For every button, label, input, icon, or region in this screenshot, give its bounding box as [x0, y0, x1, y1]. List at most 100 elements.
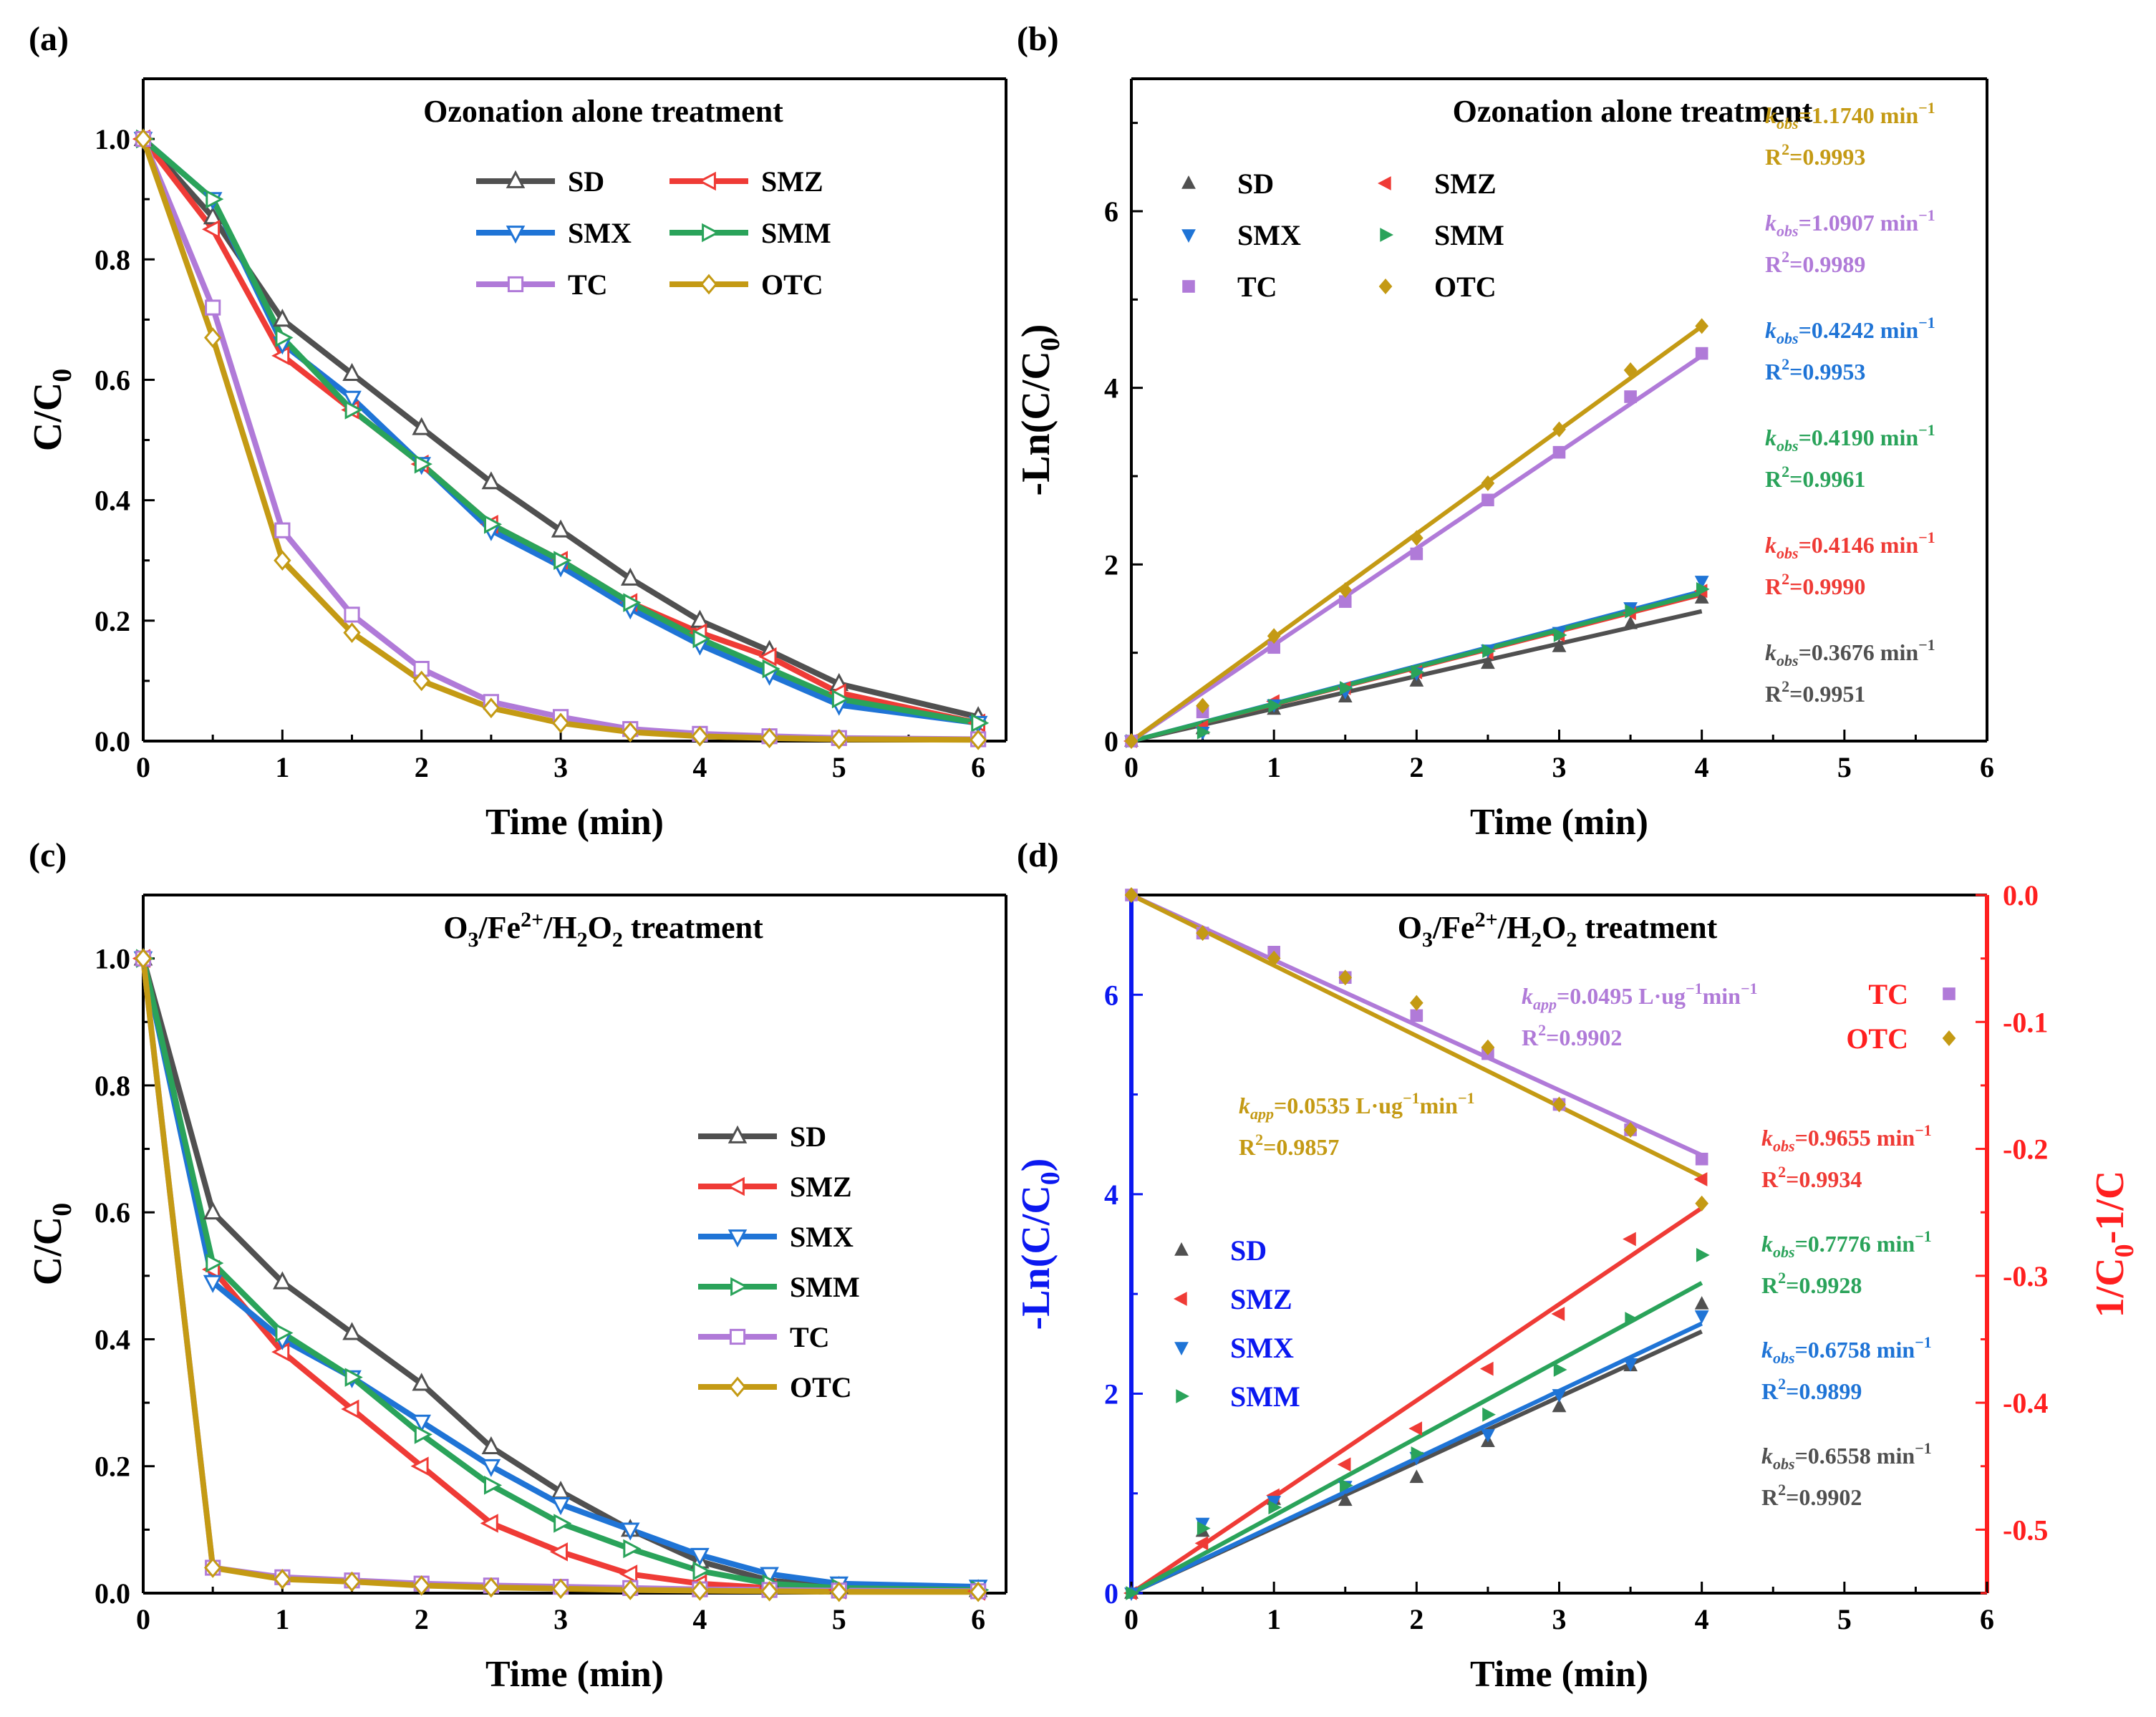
data-point-OTC — [204, 327, 222, 348]
data-point-SMM — [206, 1253, 224, 1273]
panel-b-xlabel: Time (min) — [1470, 802, 1648, 843]
panel-d-ytick-label: 0 — [1104, 1577, 1118, 1610]
data-point-SD — [273, 1271, 292, 1290]
data-point-OTC — [1267, 628, 1281, 644]
panel-c-xtick-label: 4 — [692, 1603, 707, 1635]
panel-d-xtick-label: 2 — [1409, 1603, 1423, 1635]
legend-label-OTC: OTC — [790, 1371, 852, 1403]
data-point-OTC — [1623, 1121, 1638, 1138]
data-point-SMM — [1411, 1446, 1425, 1461]
data-point-SMZ — [1623, 1232, 1636, 1247]
panel-b-xtick-label: 2 — [1409, 751, 1423, 783]
panel-d-ytick-label: 2 — [1104, 1378, 1118, 1410]
data-point-SMM — [971, 713, 990, 733]
panel-c-ylabel: C/C0 — [26, 1203, 77, 1285]
data-point-SMX — [760, 1567, 779, 1585]
data-point-SMX — [1694, 1310, 1709, 1324]
panel-c-title: O3/Fe2+/H2O2 treatment — [443, 908, 763, 952]
k-annotation-SMX: kobs=0.4242 min−1 — [1765, 314, 1935, 347]
data-point-SMM — [762, 659, 780, 679]
data-point-SD — [203, 1201, 223, 1220]
legend-marker-SD — [506, 170, 526, 188]
panel-b-series — [1123, 318, 1710, 749]
panel-b-title: Ozonation alone treatment — [1453, 94, 1813, 129]
legend-marker-OTC — [700, 274, 718, 295]
data-point-SMZ — [1194, 1536, 1209, 1551]
data-point-SD — [1694, 1296, 1709, 1310]
data-point-OTC — [830, 729, 848, 750]
legend-label-TC: TC — [1868, 978, 1908, 1010]
panel-b-xtick-label: 3 — [1552, 751, 1567, 783]
data-point-OTC — [1409, 995, 1423, 1011]
data-point-TC — [1338, 595, 1352, 608]
data-point-OTC — [1695, 318, 1709, 334]
data-point-SD — [412, 417, 432, 435]
legend-label-SD: SD — [790, 1121, 826, 1153]
data-point-SMM — [553, 1514, 572, 1533]
k-annotation-OTC: kapp=0.0535 L·ug−1min−1 — [1239, 1089, 1474, 1123]
data-point-SD — [342, 1322, 362, 1340]
data-point-OTC — [274, 1569, 291, 1590]
panel-b-xtick-label: 1 — [1267, 751, 1281, 783]
data-point-TC — [1624, 390, 1637, 403]
data-point-SMM — [1268, 698, 1282, 713]
data-point-TC — [1267, 641, 1280, 654]
panel-a-xtick-label: 3 — [553, 751, 568, 783]
panel-c-series — [132, 947, 990, 1602]
legend-marker-TC — [1182, 280, 1195, 293]
data-point-OTC — [412, 670, 430, 692]
data-point-OTC — [1196, 697, 1209, 714]
legend-marker-SD — [1181, 175, 1196, 189]
series-line-SMX — [141, 137, 979, 726]
legend-marker-SMX — [1181, 229, 1196, 243]
panel-c-xtick-label: 3 — [553, 1603, 568, 1635]
r2-annotation-SMM: R2=0.9961 — [1765, 463, 1865, 492]
data-point-OTC — [691, 725, 709, 747]
panel-a-ytick-label: 0.8 — [95, 243, 130, 276]
data-point-SMZ — [201, 219, 221, 239]
panel-d-label: (d) — [1017, 836, 1059, 874]
panel-a-xtick-label: 5 — [832, 751, 846, 783]
data-point-SMZ — [619, 1564, 638, 1584]
data-point-SMZ — [1551, 1307, 1565, 1321]
data-point-SMM — [1411, 664, 1425, 679]
r2-annotation-SD: R2=0.9902 — [1761, 1481, 1862, 1510]
data-point-SD — [1552, 1398, 1567, 1413]
data-point-SMM — [553, 551, 572, 571]
legend-label-SMM: SMM — [1230, 1380, 1300, 1413]
data-point-OTC — [134, 948, 153, 969]
panel-c-axes: 0 1 2 3 4 5 6 0.0 0.2 0.4 0.6 0.8 1.0 Time (min) C/C0 (… — [26, 836, 1007, 1695]
legend-marker-TC — [507, 276, 524, 293]
data-point-OTC — [691, 1580, 709, 1601]
panel-a-legend: SD SMZ SMX SMM TC OTC — [476, 165, 831, 301]
data-point-SMM — [1268, 1500, 1282, 1515]
data-point-SMM — [1482, 1407, 1496, 1422]
data-point-SMM — [483, 1476, 503, 1495]
legend-label-SMZ: SMZ — [761, 165, 823, 198]
k-annotation-TC: kobs=1.0907 min−1 — [1765, 206, 1935, 240]
panel-d-series — [1123, 887, 1710, 1601]
data-point-SD — [1694, 590, 1709, 604]
panel-c-xtick-label: 6 — [971, 1603, 985, 1635]
legend-label-TC: TC — [1237, 271, 1277, 303]
data-point-OTC — [1124, 733, 1139, 749]
panel-a-ytick-label: 0.2 — [95, 605, 130, 637]
panel-b-xtick-label: 0 — [1124, 751, 1139, 783]
panel-a-label: (a) — [29, 20, 69, 58]
data-point-SMM — [623, 593, 642, 612]
legend-marker-SMZ — [726, 1176, 745, 1196]
panel-c-xtick-label: 2 — [415, 1603, 429, 1635]
panel-c-label: (c) — [29, 836, 67, 874]
data-point-SD — [620, 567, 640, 586]
r2-annotation-OTC: R2=0.9857 — [1239, 1131, 1339, 1160]
panel-d-ytick-right-label: -0.1 — [2003, 1006, 2048, 1038]
panel-d-ytick-right-label: 0.0 — [2003, 879, 2039, 911]
data-point-TC — [274, 522, 291, 538]
data-point-OTC — [969, 1581, 987, 1602]
series-line-SMM — [141, 137, 979, 726]
data-point-OTC — [1409, 530, 1423, 546]
data-point-SMX — [203, 1275, 223, 1293]
data-point-SMM — [623, 1539, 642, 1559]
data-point-OTC — [482, 697, 501, 719]
fit-line-SMM — [1131, 591, 1703, 743]
